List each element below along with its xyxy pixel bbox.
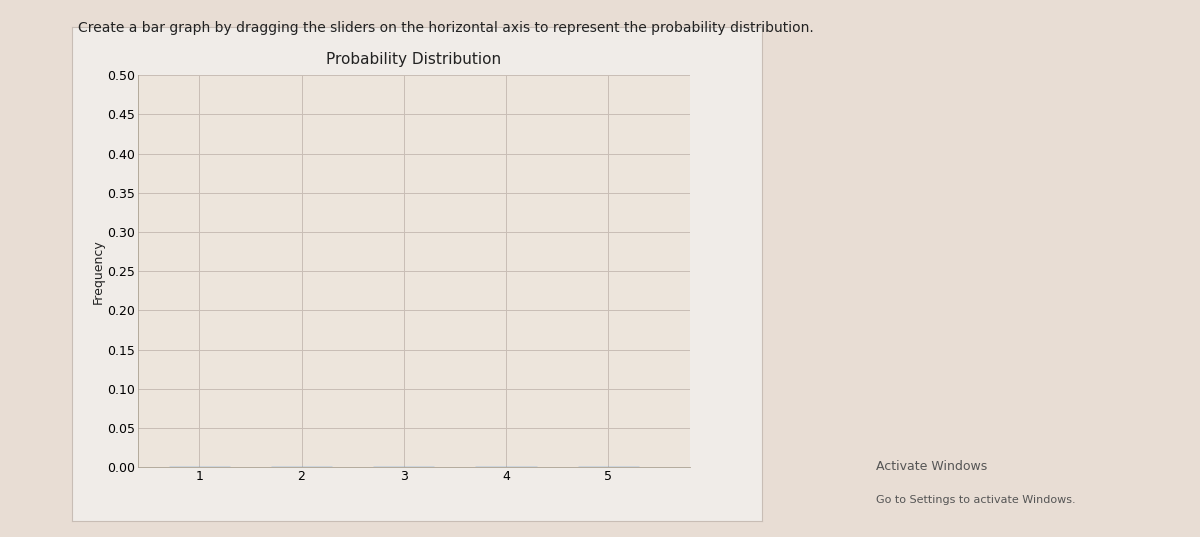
Text: Activate Windows: Activate Windows [876, 460, 988, 473]
Text: Create a bar graph by dragging the sliders on the horizontal axis to represent t: Create a bar graph by dragging the slide… [78, 21, 814, 35]
Text: Go to Settings to activate Windows.: Go to Settings to activate Windows. [876, 495, 1075, 505]
Title: Probability Distribution: Probability Distribution [326, 52, 502, 67]
Y-axis label: Frequency: Frequency [91, 239, 104, 303]
